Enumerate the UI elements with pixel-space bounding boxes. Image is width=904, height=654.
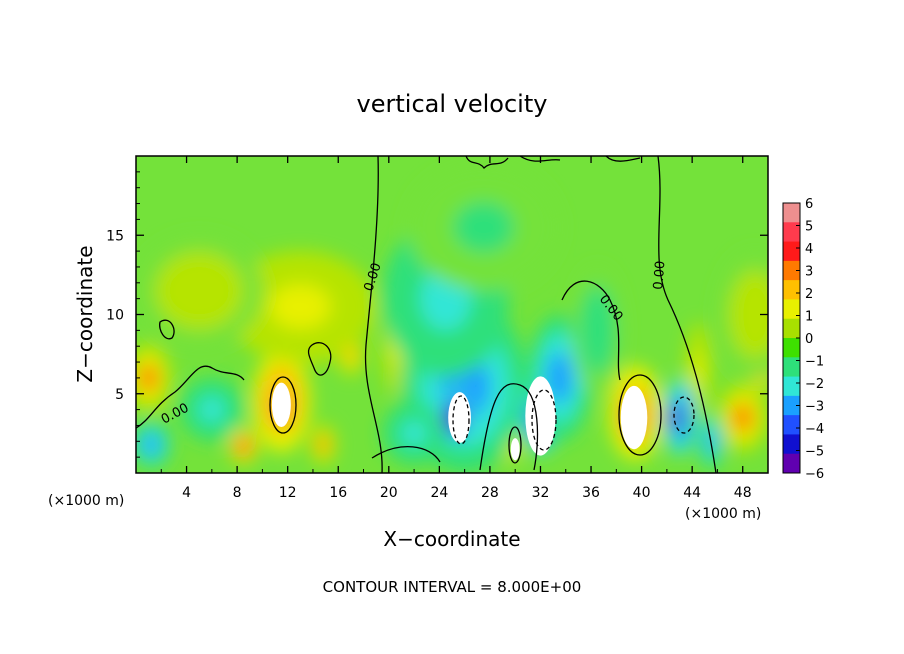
colorbar-swatch: [783, 376, 800, 397]
y-tick-label: 10: [106, 308, 124, 324]
zero-contour-line: [657, 156, 717, 473]
contour-label: 0.00: [651, 260, 668, 290]
out-of-range-region: [620, 385, 648, 450]
x-tick-label: 24: [430, 485, 448, 501]
colorbar-tick-label: 2: [805, 287, 813, 302]
colorbar-tick-label: −3: [805, 400, 824, 415]
field-blob: [199, 396, 225, 423]
field-blob: [139, 363, 158, 392]
velocity-field: 0.00 0.00 0.00 0.00: [136, 156, 768, 473]
field-blob: [173, 268, 225, 313]
y-axis-label: Z−coordinate: [73, 245, 97, 382]
x-tick-label: 48: [734, 485, 752, 501]
contour-loop: [508, 426, 522, 464]
out-of-range-region: [525, 376, 556, 456]
y-axis-ticks: 5 10 15: [106, 171, 768, 458]
colorbar-swatch: [783, 415, 800, 435]
out-of-range-region: [510, 438, 520, 461]
colorbar-tick-label: 5: [805, 220, 813, 235]
field-blob: [143, 434, 160, 454]
colorbar-swatch: [783, 357, 800, 378]
zero-contour-line: [159, 319, 175, 340]
zero-contour-line: [371, 446, 441, 463]
colorbar-tick-label: −5: [805, 445, 824, 460]
x-tick-label: 12: [279, 485, 297, 501]
colorbar-swatch: [783, 395, 800, 416]
y-tick-label: 15: [106, 228, 124, 244]
colorbar-swatch: [783, 318, 800, 339]
colorbar-swatch: [783, 222, 800, 243]
x-unit-left: (×1000 m): [48, 493, 124, 509]
x-tick-label: 28: [481, 485, 499, 501]
negative-contour-loop: [673, 396, 695, 434]
colorbar-swatch: [783, 338, 800, 358]
chart-title: vertical velocity: [357, 90, 548, 118]
field-blob: [740, 289, 768, 340]
field-blob: [732, 403, 753, 432]
colorbar-tick-label: −4: [805, 422, 824, 437]
x-unit-right: (×1000 m): [685, 506, 761, 522]
x-tick-label: 20: [380, 485, 398, 501]
colorbar-swatch: [783, 299, 800, 320]
contour-interval-note: CONTOUR INTERVAL = 8.000E+00: [323, 578, 582, 596]
colorbar-tick-label: 6: [805, 197, 813, 212]
field-blob: [546, 352, 573, 404]
colorbar-tick-label: −2: [805, 377, 824, 392]
colorbar-swatch: [783, 280, 800, 300]
colorbar-swatch: [783, 203, 800, 223]
colorbar-tick-label: 1: [805, 310, 813, 325]
colorbar-tick-label: 3: [805, 265, 813, 280]
negative-contour-loop: [452, 395, 470, 445]
field-blob: [669, 409, 678, 426]
contour-loop: [269, 376, 297, 434]
field-blob: [318, 436, 329, 453]
field-blob: [269, 284, 331, 329]
colorbar: 6 5 4 3 2 1 0 −1 −2 −3 −4 −5 −6: [782, 197, 824, 482]
negative-contour-loop: [531, 389, 557, 451]
colorbar-tick-label: 0: [805, 332, 813, 347]
field-blob: [237, 439, 250, 454]
field-blob: [693, 350, 704, 389]
x-tick-label: 44: [683, 485, 701, 501]
field-blob: [453, 201, 514, 253]
contour-loop: [618, 374, 662, 456]
x-tick-label: 32: [532, 485, 550, 501]
colorbar-swatch: [783, 453, 800, 474]
x-axis-ticks: 4 8 12 16 20 24 28 32 36 40 44 48: [160, 156, 752, 501]
out-of-range-region: [271, 382, 291, 428]
colorbar-tick-label: 4: [805, 242, 813, 257]
plot-area: 0.00 0.00 0.00 0.00: [135, 155, 769, 474]
x-tick-label: 4: [182, 485, 191, 501]
zero-contour-line: [307, 342, 332, 376]
x-axis-label: X−coordinate: [383, 527, 520, 551]
x-tick-label: 16: [329, 485, 347, 501]
zero-contour-line: [479, 383, 539, 471]
x-tick-label: 40: [633, 485, 651, 501]
field-blob: [587, 304, 608, 356]
colorbar-tick-label: −6: [805, 467, 824, 482]
field-blob: [345, 345, 356, 364]
zero-contour-line: [364, 156, 383, 473]
colorbar-swatch: [783, 434, 800, 455]
field-blob: [401, 420, 427, 447]
x-tick-label: 8: [233, 485, 242, 501]
x-tick-label: 36: [582, 485, 600, 501]
zero-contour-line: [561, 280, 621, 381]
zero-contour-line: [136, 365, 245, 429]
colorbar-swatch: [783, 241, 800, 262]
colorbar-tick-label: −1: [805, 355, 824, 370]
colorbar-swatch: [783, 260, 800, 281]
y-tick-label: 5: [115, 387, 124, 403]
